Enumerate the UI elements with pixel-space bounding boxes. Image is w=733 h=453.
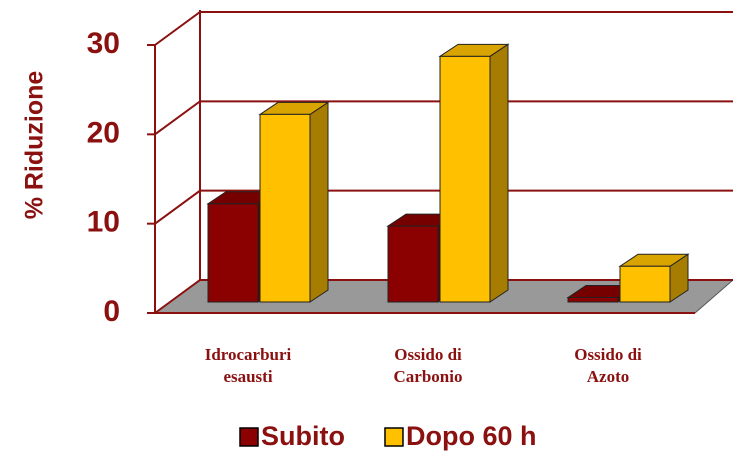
x-tick-label: Idrocarburi esausti	[205, 345, 292, 386]
bar-face	[619, 265, 671, 303]
bar-face	[309, 101, 329, 303]
bar	[258, 101, 330, 303]
legend-label: Dopo 60 h	[406, 421, 537, 451]
x-tick-label: Ossido di Carbonio	[394, 345, 463, 386]
legend-swatch	[384, 427, 404, 447]
legend-swatch	[239, 427, 259, 447]
bar-face	[489, 43, 509, 303]
bar-face	[439, 55, 491, 303]
grid-line	[154, 11, 733, 46]
y-axis-label: % Riduzione	[21, 71, 49, 220]
legend-label: Subito	[261, 421, 345, 451]
bar-face	[207, 203, 259, 303]
grid-line	[154, 189, 733, 225]
grid-line	[154, 279, 733, 314]
bar-face	[567, 297, 619, 303]
y-tick-label: 0	[103, 295, 120, 328]
y-tick-label: 30	[87, 27, 120, 60]
bar	[438, 43, 510, 303]
x-tick-label: Ossido di Azoto	[574, 345, 642, 386]
bar	[618, 253, 690, 303]
bar-face	[259, 113, 311, 303]
y-tick-label: 10	[87, 206, 120, 239]
y-tick-label: 20	[87, 116, 120, 149]
bar-face	[387, 225, 439, 303]
grid-line	[154, 100, 733, 136]
